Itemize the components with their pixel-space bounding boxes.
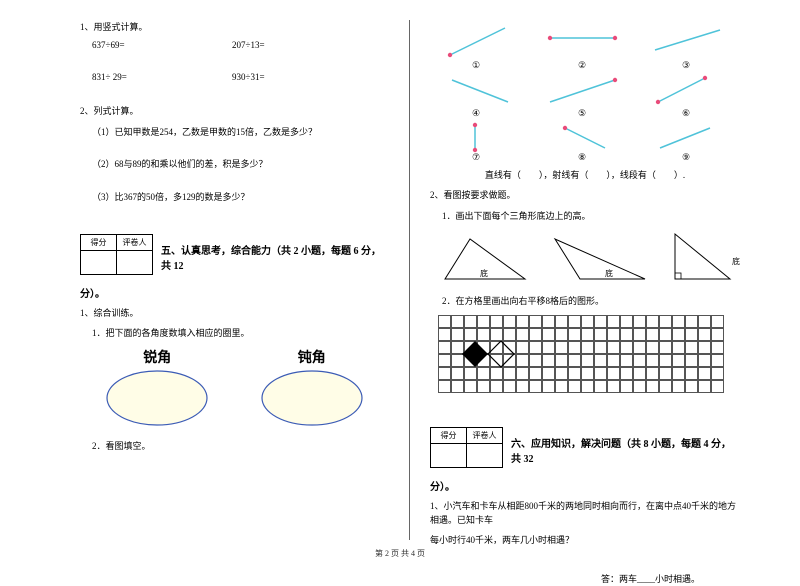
q1-title: 1、用竖式计算。 xyxy=(80,20,389,34)
calc-item: 207÷13= xyxy=(232,40,372,50)
oval-shape xyxy=(257,367,367,429)
train-sub1: 1．把下面的各角度数填入相应的圈里。 xyxy=(80,326,389,340)
rq2-s1: 1．画出下面每个三角形底边上的高。 xyxy=(430,209,740,223)
triangle-1: 底 xyxy=(440,234,530,284)
score-cell xyxy=(467,443,503,467)
oval-group-obtuse: 钝角 xyxy=(257,347,367,431)
oval-label-acute: 锐角 xyxy=(102,347,212,367)
svg-text:底: 底 xyxy=(480,268,488,278)
score-header: 得分 xyxy=(431,427,467,443)
svg-text:⑥: ⑥ xyxy=(682,108,690,118)
oval-label-obtuse: 钝角 xyxy=(257,347,367,367)
svg-text:底: 底 xyxy=(732,256,740,266)
triangle-2: 底 xyxy=(550,234,650,284)
grid-wrapper xyxy=(438,315,740,395)
q2-title: 2、列式计算。 xyxy=(80,104,389,118)
score-header: 得分 xyxy=(81,234,117,250)
section5-title-b: 分）。 xyxy=(80,289,105,300)
calc-item: 930÷31= xyxy=(232,72,372,82)
train-sub2: 2．看图填空。 xyxy=(80,439,389,453)
score-header: 评卷人 xyxy=(467,427,503,443)
svg-text:①: ① xyxy=(472,60,480,70)
svg-text:⑦: ⑦ xyxy=(472,152,480,160)
grid-shape xyxy=(462,341,522,381)
score-box: 得分评卷人 xyxy=(80,234,153,275)
calc-row-2: 831÷ 29= 930÷31= xyxy=(92,72,389,82)
triangle-3: 底 xyxy=(670,229,740,284)
word-ans: 答：两车____小时相遇。 xyxy=(430,572,740,586)
score-header: 评卷人 xyxy=(117,234,153,250)
oval-shape xyxy=(102,367,212,429)
score-cell xyxy=(431,443,467,467)
word-q1b: 每小时行40千米，两车几小时相遇？ xyxy=(430,533,740,547)
ovals-container: 锐角 钝角 xyxy=(80,347,389,431)
left-column: 1、用竖式计算。 637÷69= 207÷13= 831÷ 29= 930÷31… xyxy=(70,20,410,540)
q2-item: （2）68与89的和乘以他们的差，积是多少？ xyxy=(80,157,389,171)
svg-text:④: ④ xyxy=(472,108,480,118)
right-column: ① ② ③ ④ ⑤ ⑥ ⑦ ⑧ ⑨ 直线有（ ），射线有（ ），线段有（ ）. 2、看图按要… xyxy=(410,20,750,540)
q2-item: （3）比367的50倍，多129的数是多少？ xyxy=(80,190,389,204)
svg-text:⑨: ⑨ xyxy=(682,152,690,160)
rq2-s2: 2．在方格里画出向右平移8格后的图形。 xyxy=(430,294,740,308)
oval-group-acute: 锐角 xyxy=(102,347,212,431)
blank-line-q: 直线有（ ），射线有（ ），线段有（ ）. xyxy=(430,168,740,182)
svg-text:底: 底 xyxy=(605,268,613,278)
calc-item: 831÷ 29= xyxy=(92,72,232,82)
score-box: 得分评卷人 xyxy=(430,427,503,468)
train-title: 1、综合训练。 xyxy=(80,306,389,320)
svg-text:③: ③ xyxy=(682,60,690,70)
section6-title-b: 分）。 xyxy=(430,482,455,493)
triangles-row: 底 底 底 xyxy=(440,229,740,284)
score-cell xyxy=(81,250,117,274)
score-cell xyxy=(117,250,153,274)
score-section-row: 得分评卷人 五、认真思考，综合能力（共 2 小题，每题 6 分，共 12 xyxy=(80,224,389,275)
q2-item: （1）已知甲数是254，乙数是甲数的15倍，乙数是多少？ xyxy=(80,125,389,139)
section6-title: 六、应用知识，解决问题（共 8 小题，每题 4 分，共 32 xyxy=(511,439,731,465)
svg-text:②: ② xyxy=(578,60,586,70)
section5-title: 五、认真思考，综合能力（共 2 小题，每题 6 分，共 12 xyxy=(161,246,381,272)
svg-text:⑧: ⑧ xyxy=(578,152,586,160)
word-q1a: 1、小汽车和卡车从相距800千米的两地同时相向而行，在离中点40千米的地方相遇。… xyxy=(430,499,740,528)
calc-item: 637÷69= xyxy=(92,40,232,50)
page-footer: 第 2 页 共 4 页 xyxy=(0,548,800,559)
score-section-row-2: 得分评卷人 六、应用知识，解决问题（共 8 小题，每题 4 分，共 32 xyxy=(430,417,740,468)
rq2-title: 2、看图按要求做题。 xyxy=(430,188,740,202)
calc-row-1: 637÷69= 207÷13= xyxy=(92,40,389,50)
svg-text:⑤: ⑤ xyxy=(578,108,586,118)
lines-figure: ① ② ③ ④ ⑤ ⑥ ⑦ ⑧ ⑨ xyxy=(430,20,730,160)
page-container: 1、用竖式计算。 637÷69= 207÷13= 831÷ 29= 930÷31… xyxy=(0,0,800,540)
